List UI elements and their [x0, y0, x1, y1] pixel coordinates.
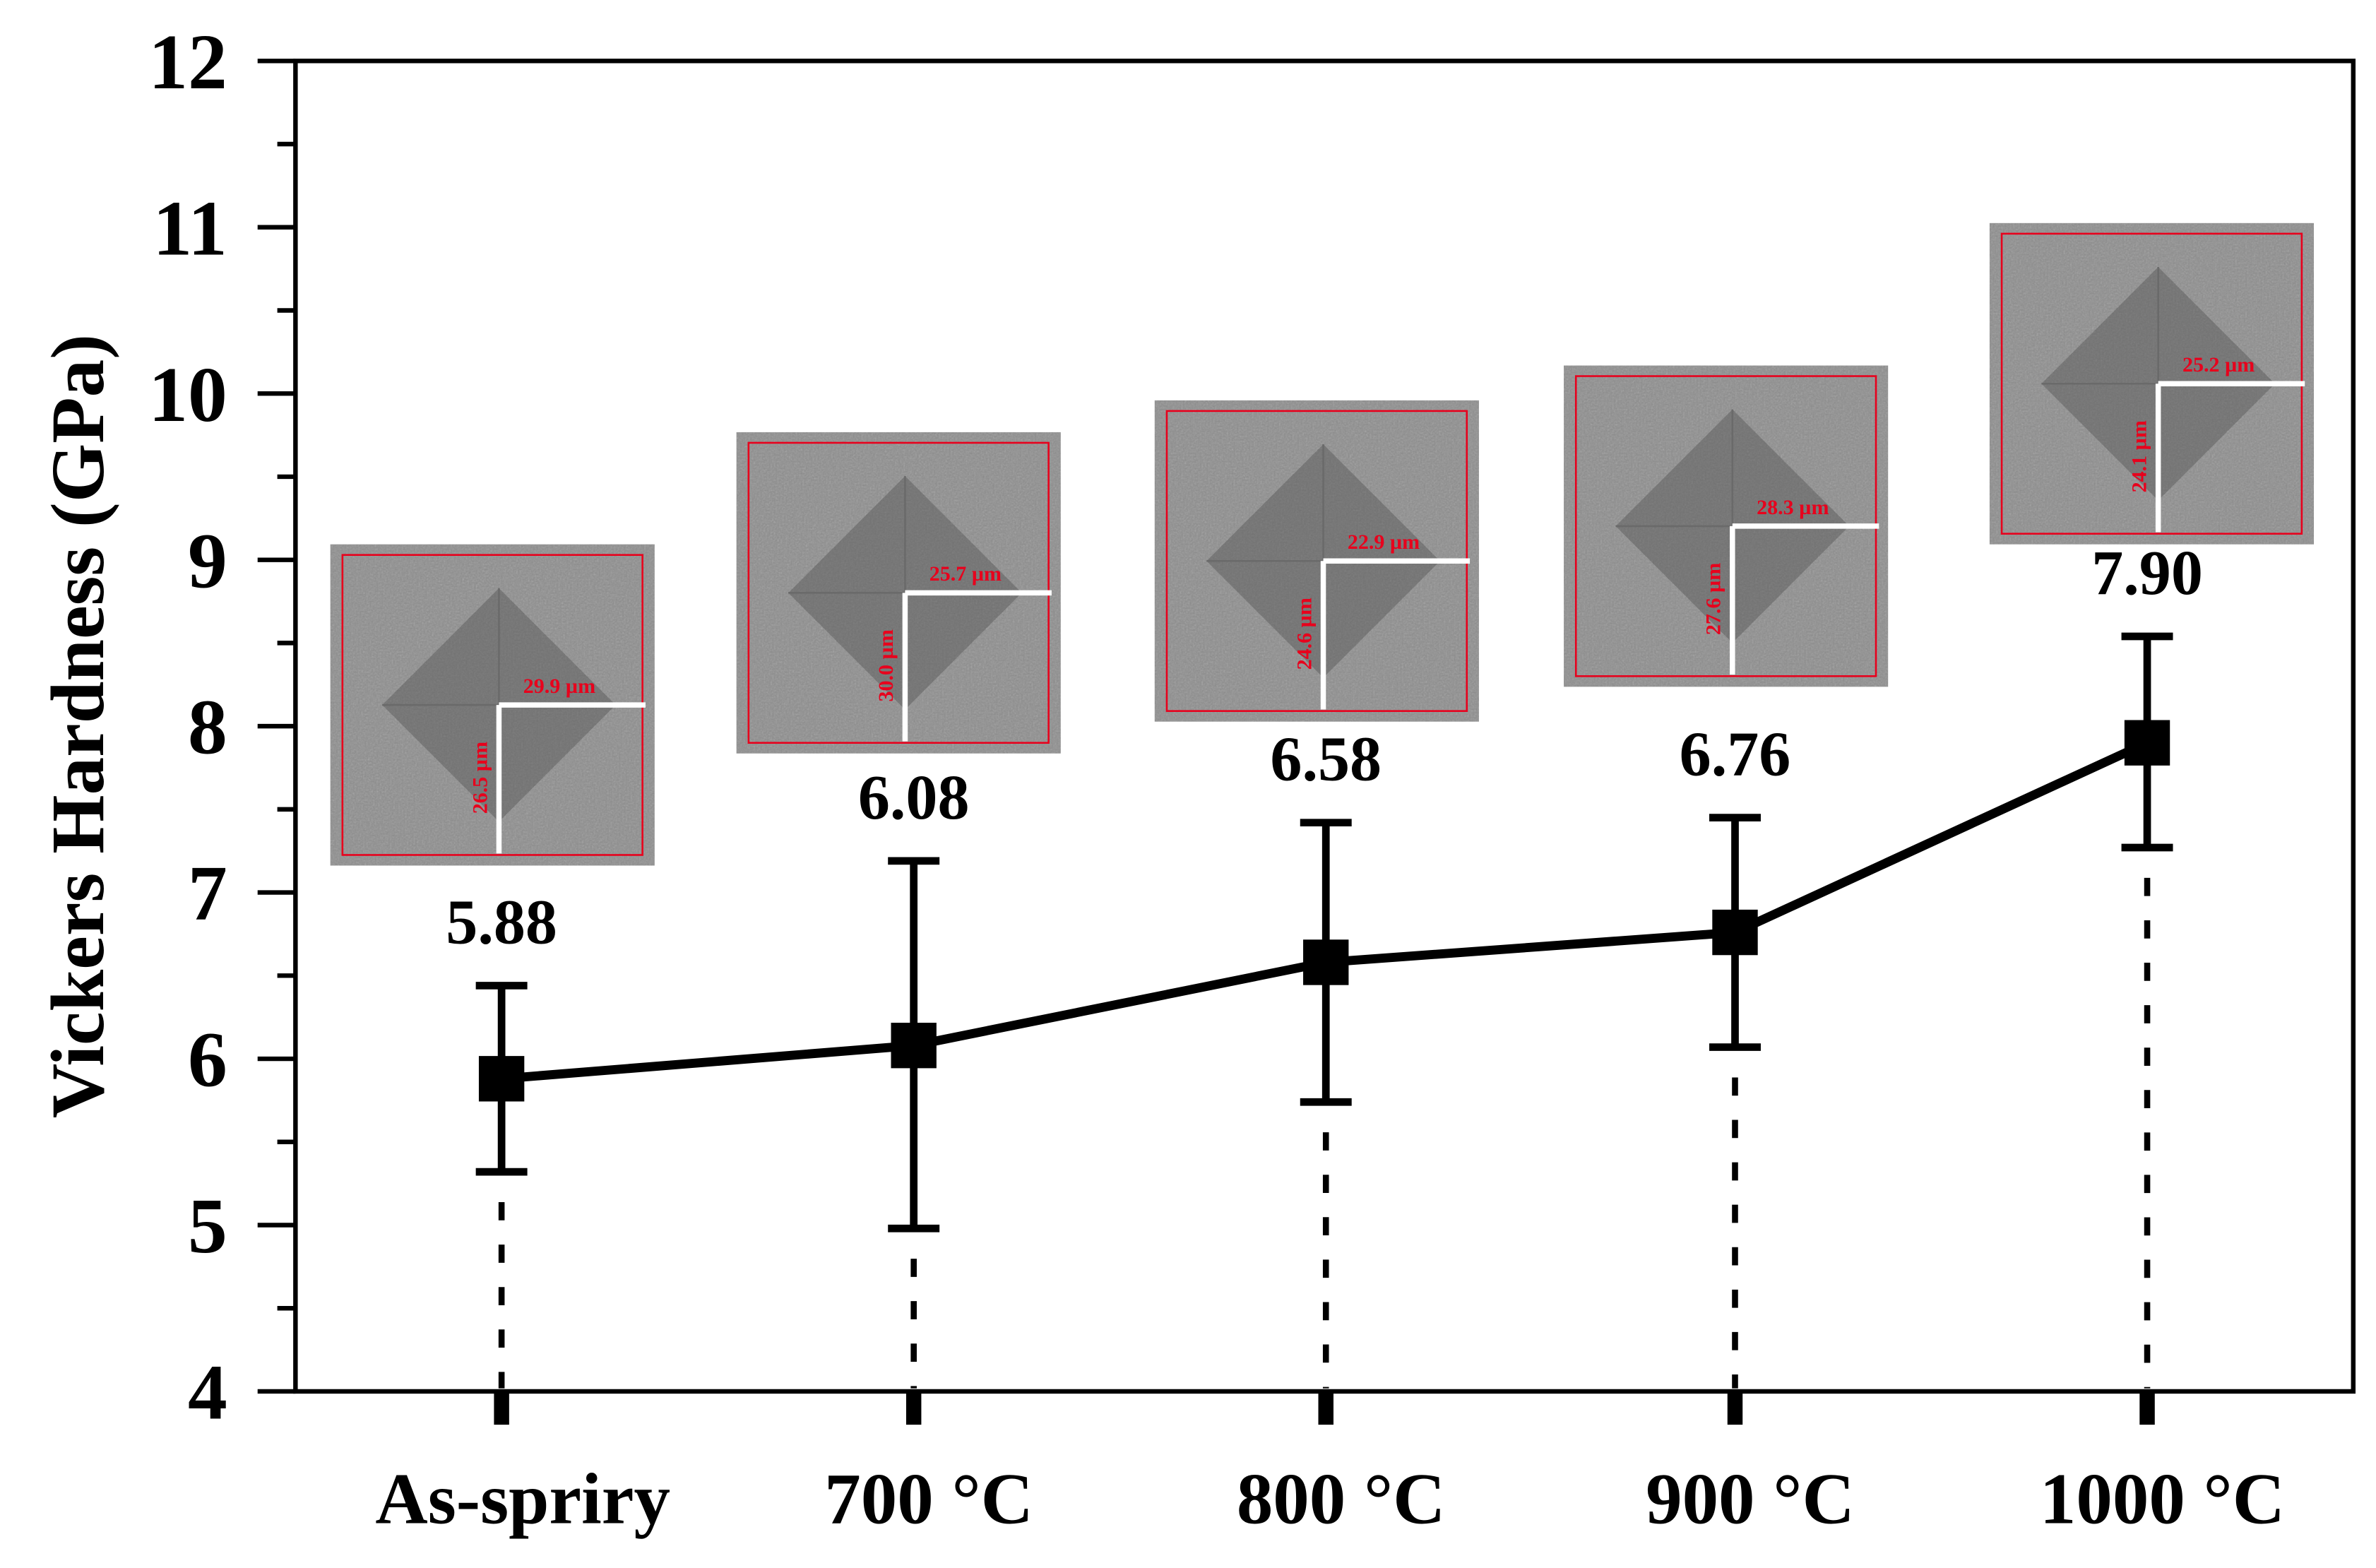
vertical-diagonal-label: 30.0 µm	[874, 629, 898, 701]
indent-micrograph-inset: 22.9 µm 24.6 µm	[1154, 400, 1479, 722]
y-tick-label: 9	[188, 518, 227, 605]
indent-micrograph-inset: 28.3 µm 27.6 µm	[1564, 365, 1889, 687]
y-tick-label: 5	[188, 1183, 227, 1270]
x-tick-label: As-spriry	[375, 1459, 670, 1540]
data-value-label: 6.08	[858, 763, 970, 833]
y-axis-title: Vickers Hardness (GPa)	[36, 334, 120, 1118]
data-value-label: 7.90	[2091, 538, 2203, 608]
data-value-label: 5.88	[446, 887, 557, 957]
vertical-diagonal-label: 24.6 µm	[1293, 598, 1316, 670]
data-point-marker	[478, 1056, 525, 1102]
vertical-diagonal-label: 24.1 µm	[2127, 420, 2151, 492]
y-tick-label: 11	[153, 185, 227, 272]
indent-micrograph-inset: 29.9 µm 26.5 µm	[330, 544, 655, 866]
y-tick-label: 12	[148, 19, 227, 106]
horizontal-diagonal-label: 25.2 µm	[2182, 353, 2255, 376]
vertical-diagonal-label: 27.6 µm	[1702, 563, 1725, 635]
y-tick-label: 8	[188, 684, 227, 771]
x-tick-label: 700 °C	[824, 1459, 1033, 1540]
y-tick-label: 4	[188, 1350, 227, 1437]
y-tick-label: 10	[148, 352, 227, 439]
horizontal-diagonal-label: 28.3 µm	[1757, 496, 1829, 519]
data-value-label: 6.76	[1680, 720, 1791, 790]
vertical-diagonal-label: 26.5 µm	[468, 742, 492, 814]
data-point-marker	[1303, 939, 1349, 985]
horizontal-diagonal-label: 29.9 µm	[523, 675, 595, 698]
indent-micrograph-inset: 25.2 µm 24.1 µm	[1989, 222, 2315, 545]
y-tick-label: 6	[188, 1017, 227, 1104]
y-tick-label: 7	[188, 850, 227, 937]
x-tick-label: 800 °C	[1237, 1459, 1446, 1540]
data-point-marker	[2124, 720, 2170, 766]
x-tick-label: 900 °C	[1646, 1459, 1855, 1540]
indent-micrograph-inset: 25.7 µm 30.0 µm	[736, 432, 1061, 754]
data-point-marker	[891, 1023, 937, 1069]
horizontal-diagonal-label: 22.9 µm	[1348, 530, 1420, 554]
x-tick-label: 1000 °C	[2040, 1459, 2285, 1540]
horizontal-diagonal-label: 25.7 µm	[929, 562, 1002, 586]
data-value-label: 6.58	[1270, 725, 1382, 795]
data-point-marker	[1712, 909, 1758, 956]
